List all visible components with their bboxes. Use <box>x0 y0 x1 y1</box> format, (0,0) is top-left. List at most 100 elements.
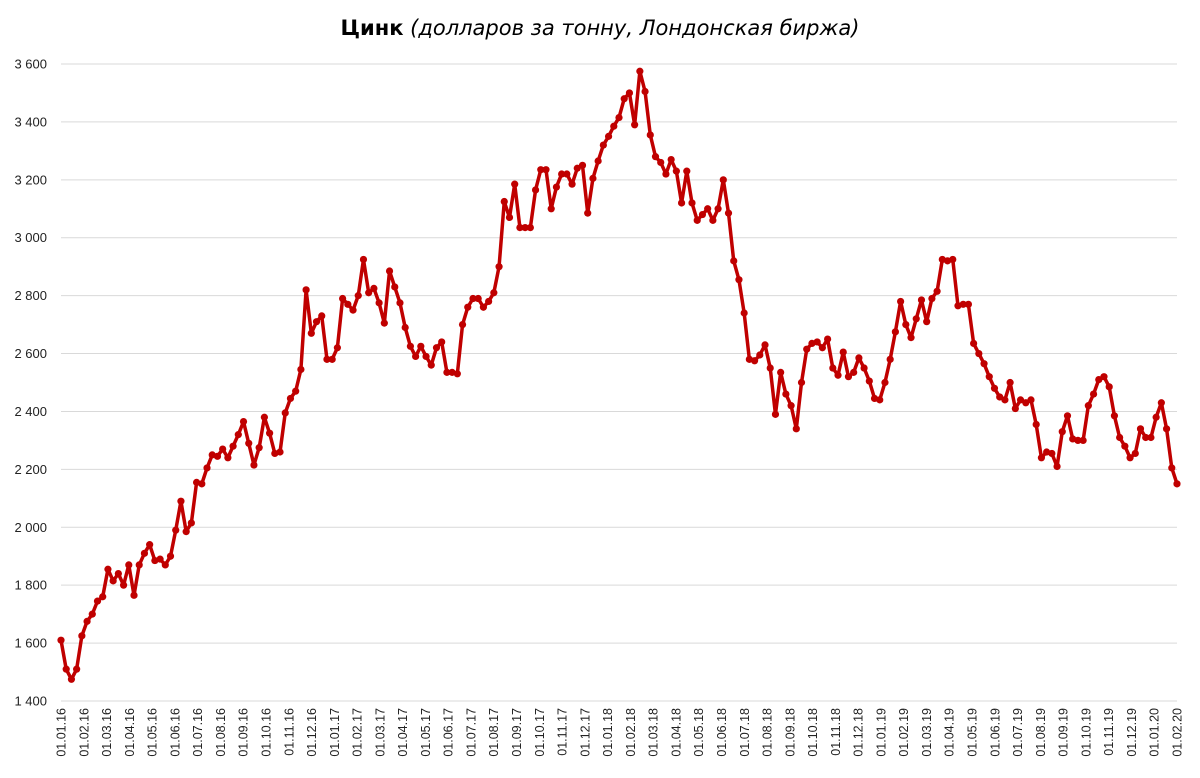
x-tick-label: 01.06.16 <box>168 708 182 757</box>
x-tick-label: 01.06.18 <box>715 708 729 757</box>
data-point <box>239 417 248 426</box>
data-point <box>636 67 644 75</box>
data-point <box>1152 413 1160 421</box>
data-point <box>1074 436 1082 445</box>
data-point <box>990 384 999 392</box>
data-point <box>229 442 237 450</box>
x-tick-label: 01.02.16 <box>77 708 91 757</box>
data-point <box>735 276 743 284</box>
data-point <box>672 167 680 175</box>
x-tick-label: 01.08.19 <box>1034 708 1048 757</box>
data-point <box>177 497 185 505</box>
chart-title: Цинк (долларов за тонну, Лондонская бирж… <box>0 16 1200 40</box>
data-point <box>1110 412 1119 420</box>
data-point <box>500 197 508 206</box>
x-tick-label: 01.11.18 <box>829 708 843 756</box>
data-point <box>829 364 837 372</box>
data-point <box>412 352 420 361</box>
x-tick-label: 01.12.19 <box>1125 708 1139 757</box>
data-point <box>855 354 863 362</box>
data-point <box>547 205 555 213</box>
data-point <box>485 297 493 306</box>
data-point <box>427 361 435 369</box>
data-point <box>1006 378 1014 387</box>
data-point <box>1084 402 1092 410</box>
data-point <box>886 355 894 363</box>
data-point <box>323 355 331 363</box>
data-point <box>917 296 926 304</box>
data-point <box>1032 420 1040 429</box>
y-tick-label: 3 600 <box>14 57 47 72</box>
x-tick-label: 01.01.16 <box>55 708 69 757</box>
data-point <box>260 413 268 421</box>
x-tick-label: 01.04.19 <box>943 708 957 757</box>
data-point <box>521 223 529 232</box>
x-tick-label: 01.11.16 <box>282 708 296 756</box>
data-point <box>698 210 707 219</box>
data-point <box>610 122 618 130</box>
data-point <box>839 348 847 356</box>
x-tick-label: 01.03.18 <box>647 708 661 757</box>
data-point <box>881 378 889 387</box>
data-point <box>876 396 884 404</box>
data-point <box>469 294 477 303</box>
data-point <box>307 329 315 337</box>
data-point <box>985 373 993 381</box>
data-point <box>1116 433 1124 442</box>
data-point <box>474 294 482 303</box>
data-point <box>245 439 253 447</box>
data-point <box>119 581 128 589</box>
data-point <box>537 166 545 174</box>
data-point <box>333 344 341 352</box>
x-tick-label: 01.08.16 <box>214 708 228 757</box>
y-tick-label: 2 200 <box>14 462 47 477</box>
x-tick-label: 01.12.16 <box>305 708 319 757</box>
data-point <box>646 131 654 139</box>
data-point <box>1168 464 1176 472</box>
data-point <box>255 444 263 452</box>
data-point <box>599 141 607 149</box>
data-point <box>657 158 665 167</box>
data-point <box>782 390 790 398</box>
data-point <box>354 292 362 300</box>
data-point <box>625 89 634 97</box>
y-tick-label: 1 400 <box>14 694 47 709</box>
x-tick-label: 01.07.19 <box>1011 708 1025 757</box>
data-point <box>375 299 383 307</box>
data-point <box>797 378 806 387</box>
data-point <box>891 328 899 336</box>
data-point <box>850 368 858 376</box>
data-point <box>224 454 232 462</box>
data-point <box>135 561 143 569</box>
data-point <box>959 300 967 308</box>
data-point <box>552 183 561 191</box>
data-point <box>1053 462 1061 471</box>
data-point <box>78 632 86 640</box>
data-point <box>704 205 712 213</box>
data-point <box>787 402 795 410</box>
data-point <box>67 675 76 683</box>
data-point <box>949 255 957 264</box>
x-tick-label: 01.06.19 <box>988 708 1002 757</box>
x-tick-label: 01.03.16 <box>100 708 114 757</box>
data-point <box>187 519 195 527</box>
x-tick-label: 01.12.18 <box>852 708 866 757</box>
data-point <box>1105 383 1113 391</box>
x-tick-label: 01.05.16 <box>146 708 160 757</box>
data-point <box>516 223 524 232</box>
data-point <box>385 267 394 275</box>
data-point <box>568 180 576 188</box>
data-point <box>417 342 425 350</box>
x-tick-label: 01.09.17 <box>510 708 524 757</box>
y-tick-label: 2 000 <box>14 520 47 535</box>
data-point <box>88 610 96 618</box>
data-point <box>834 371 842 379</box>
x-tick-label: 01.07.18 <box>738 708 752 757</box>
data-point <box>1136 425 1145 433</box>
data-point <box>198 480 206 488</box>
data-point <box>297 365 305 374</box>
data-point <box>219 445 227 453</box>
data-point <box>99 593 107 601</box>
data-point <box>641 87 649 96</box>
